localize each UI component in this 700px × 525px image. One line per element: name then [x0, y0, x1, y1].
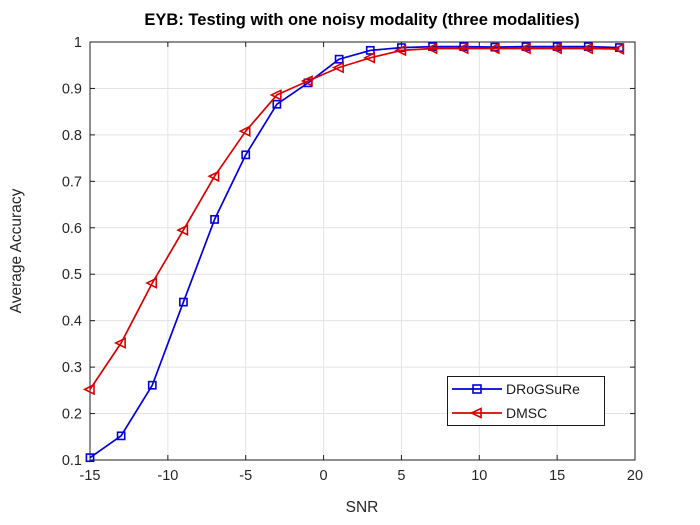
x-tick-label: 10 — [471, 468, 487, 484]
x-tick-label: 0 — [320, 468, 328, 484]
legend-item-drogsure: DRoGSuRe — [448, 378, 604, 400]
y-tick-label: 0.4 — [62, 314, 82, 330]
tick-label-layer: -15 -10 -5 0 5 10 15 20 0.1 0.2 0.3 0.4 0.5 0.6 0.7 0.8… — [62, 35, 643, 484]
series-line-DMSC — [89, 47, 620, 390]
marker-triangle-left-DMSC — [300, 75, 313, 87]
legend-label-dmsc: DMSC — [506, 405, 548, 421]
y-tick-label: 0.6 — [62, 221, 82, 237]
x-tick-label: 15 — [549, 468, 565, 484]
series-line-DRoGSuRe — [89, 45, 620, 459]
chart-title: EYB: Testing with one noisy modality (th… — [144, 11, 579, 29]
marker-triangle-left-DMSC — [487, 42, 500, 55]
marker-triangle-left-DMSC — [518, 42, 531, 55]
marker-triangle-left-DMSC — [269, 89, 282, 101]
marker-triangle-left-DMSC — [331, 61, 344, 74]
marker-square-DRoGSuRe — [272, 99, 282, 109]
y-tick-label: 0.9 — [62, 81, 82, 97]
drogsure-line-sample — [452, 384, 502, 394]
series-layer — [82, 42, 625, 463]
marker-triangle-left-DMSC — [456, 42, 469, 55]
y-tick-label: 1 — [74, 35, 82, 51]
marker-square-DRoGSuRe — [147, 380, 157, 390]
marker-square-DRoGSuRe — [210, 215, 219, 224]
y-tick-label: 0.1 — [62, 453, 82, 469]
y-axis-label: Average Accuracy — [8, 188, 25, 313]
dmsc-line-sample — [452, 407, 502, 419]
x-tick-label: -5 — [239, 468, 252, 484]
marker-square-DRoGSuRe — [85, 453, 95, 463]
x-tick-label: -10 — [157, 468, 178, 484]
marker-triangle-left-DMSC — [425, 42, 438, 55]
marker-triangle-left-DMSC — [207, 170, 220, 183]
y-tick-label: 0.5 — [62, 267, 82, 283]
marker-triangle-left-DMSC — [82, 383, 95, 396]
x-tick-label: -15 — [80, 468, 101, 484]
y-tick-label: 0.8 — [62, 128, 82, 144]
triangle-left-marker-icon — [469, 407, 482, 419]
x-tick-label: 5 — [397, 468, 405, 484]
legend-label-drogsure: DRoGSuRe — [506, 381, 580, 397]
legend-item-dmsc: DMSC — [448, 402, 604, 424]
marker-triangle-left-DMSC — [113, 337, 126, 349]
x-tick-label: 20 — [627, 468, 643, 484]
marker-triangle-left-DMSC — [363, 51, 376, 64]
marker-triangle-left-DMSC — [581, 42, 594, 55]
marker-triangle-left-DMSC — [145, 277, 158, 289]
y-tick-label: 0.7 — [62, 174, 82, 190]
plot-border — [89, 41, 636, 461]
marker-square-DRoGSuRe — [179, 297, 188, 307]
legend: DRoGSuRe DMSC — [447, 376, 605, 426]
axes-layer — [89, 41, 636, 461]
marker-triangle-left-DMSC — [176, 224, 189, 236]
x-axis-label: SNR — [346, 499, 379, 516]
marker-square-DRoGSuRe — [334, 54, 344, 64]
square-marker-icon — [472, 384, 482, 394]
marker-square-DRoGSuRe — [241, 150, 251, 160]
y-tick-label: 0.3 — [62, 360, 82, 376]
marker-square-DRoGSuRe — [365, 45, 375, 55]
marker-square-DRoGSuRe — [116, 431, 126, 441]
marker-triangle-left-DMSC — [394, 44, 407, 57]
marker-triangle-left-DMSC — [238, 125, 251, 138]
y-tick-label: 0.2 — [62, 407, 82, 423]
marker-triangle-left-DMSC — [612, 43, 625, 55]
marker-triangle-left-DMSC — [549, 42, 562, 55]
